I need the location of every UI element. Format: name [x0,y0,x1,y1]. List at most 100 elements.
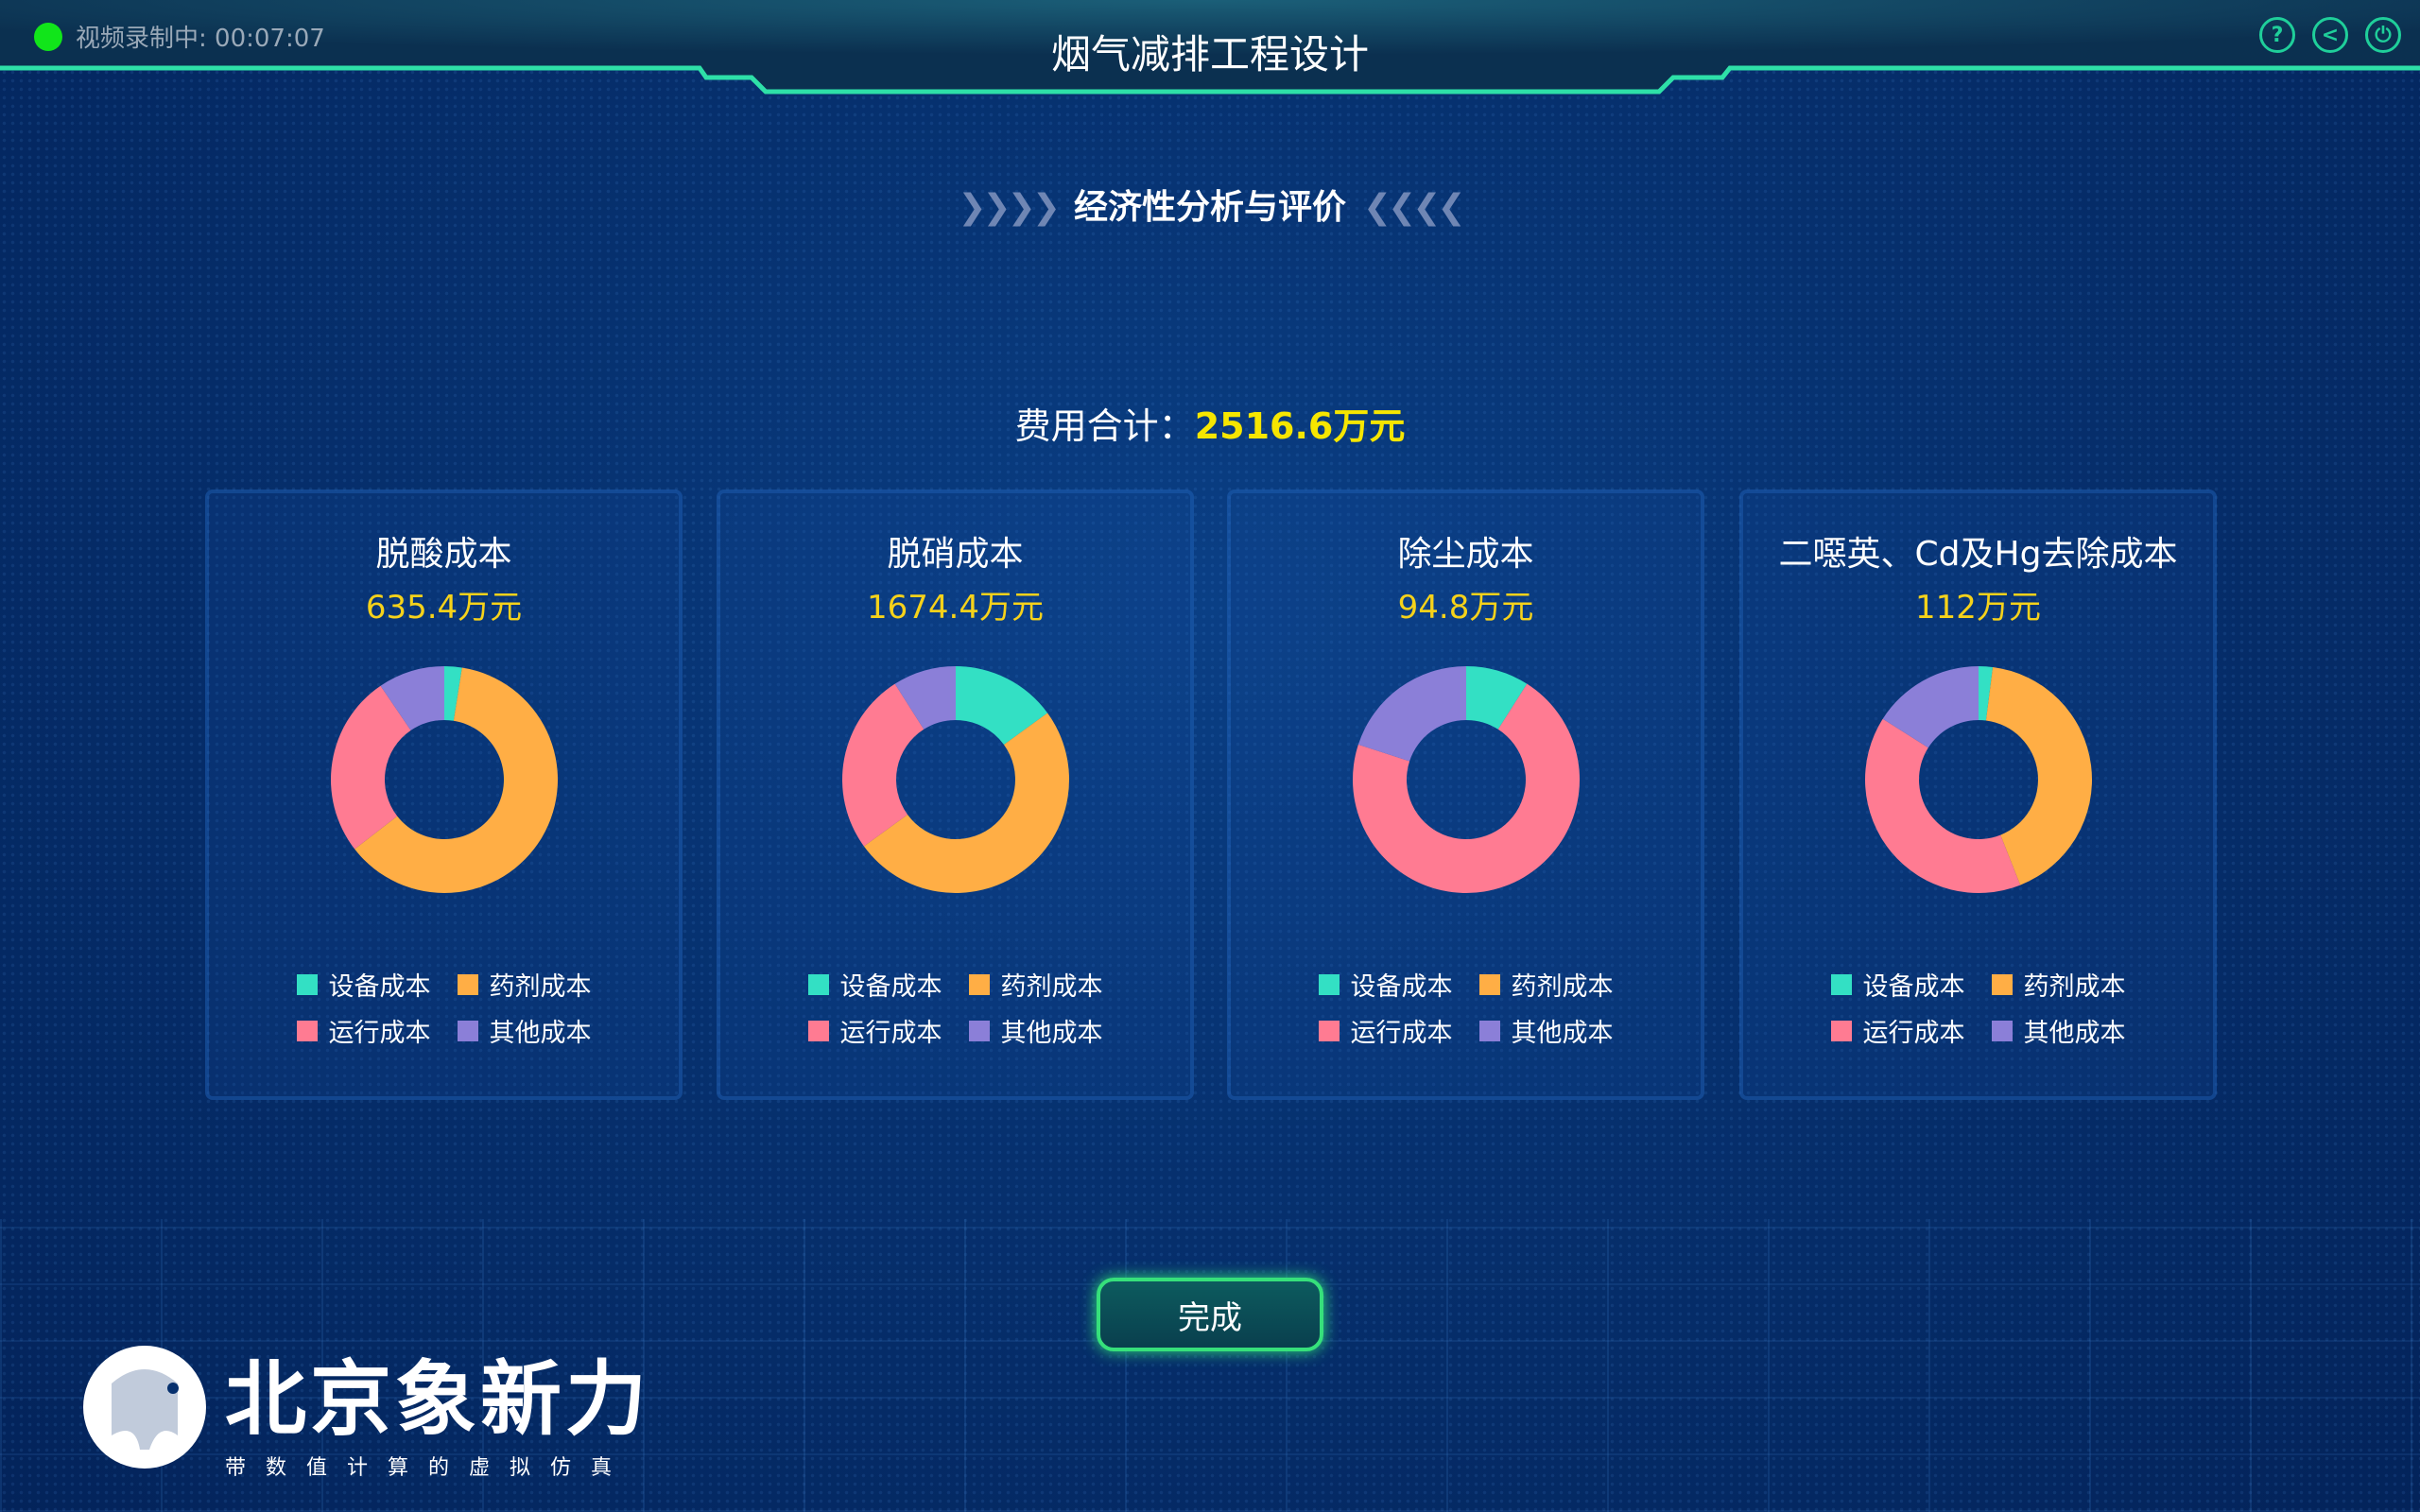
power-icon[interactable]: ⏻ [2365,17,2401,53]
donut-slice-0[interactable] [955,666,1047,745]
legend-swatch [1830,1020,1852,1041]
legend-swatch [968,973,990,995]
donut-slice-3[interactable] [1882,666,1979,748]
section-title: ❯❯❯❯ 经济性分析与评价 ❮❮❮❮ [0,180,2420,229]
panel-value: 1674.4万元 [867,589,1044,627]
legend-swatch [457,973,478,995]
panel-title: 二噁英、Cd及Hg去除成本 [1778,535,2178,574]
donut-slice-2[interactable] [1864,718,2020,893]
panel-title: 脱酸成本 [375,535,512,574]
legend-label: 药剂成本 [1511,972,1614,1002]
legend-swatch [807,973,829,995]
donut-slice-2[interactable] [330,685,411,850]
legend-label: 设备成本 [839,972,942,1002]
legend-item[interactable]: 其他成本 [457,1012,592,1049]
donut-slice-2[interactable] [1352,683,1580,893]
legend-item[interactable]: 设备成本 [1318,966,1453,1003]
recording-text: 视频录制中: 00:07:07 [76,25,325,53]
donut-chart [841,666,1069,893]
done-button[interactable]: 完成 [1097,1278,1323,1351]
total-label: 费用合计： [1014,405,1195,447]
legend-label: 药剂成本 [489,972,592,1002]
chart-legend: 设备成本 药剂成本运行成本 其他成本 [209,966,679,1049]
legend-label: 设备成本 [328,972,431,1002]
panel-title: 脱硝成本 [887,535,1024,574]
legend-item[interactable]: 其他成本 [1478,1012,1614,1049]
donut-slice-3[interactable] [894,666,956,730]
legend-item[interactable]: 药剂成本 [1478,966,1614,1003]
top-bar: 视频录制中: 00:07:07 烟气减排工程设计 ? < ⏻ [0,0,2420,94]
cost-panel: 脱酸成本 635.4万元设备成本 药剂成本运行成本 其他成本 [205,490,683,1100]
panel-value: 635.4万元 [365,589,523,627]
legend-swatch [296,1020,318,1041]
donut-chart [330,666,558,893]
help-icon[interactable]: ? [2259,17,2295,53]
legend-item[interactable]: 药剂成本 [968,966,1103,1003]
legend-label: 运行成本 [839,1019,942,1048]
recording-dot-icon [34,22,62,51]
legend-swatch [1478,1020,1500,1041]
panel-value: 94.8万元 [1397,589,1534,627]
legend-label: 运行成本 [1350,1019,1453,1048]
legend-item[interactable]: 设备成本 [1830,966,1965,1003]
chart-legend: 设备成本 药剂成本运行成本 其他成本 [1231,966,1701,1049]
legend-swatch [296,973,318,995]
legend-item[interactable]: 设备成本 [296,966,431,1003]
legend-item[interactable]: 药剂成本 [1991,966,2126,1003]
legend-swatch [1991,973,2013,995]
legend-swatch [457,1020,478,1041]
legend-swatch [1478,973,1500,995]
donut-chart [1864,666,2092,893]
donut-slice-0[interactable] [443,666,462,721]
legend-label: 其他成本 [1000,1019,1103,1048]
donut-slice-1[interactable] [354,667,558,893]
recording-indicator: 视频录制中: 00:07:07 [34,19,325,54]
legend-item[interactable]: 其他成本 [968,1012,1103,1049]
donut-slice-3[interactable] [380,666,444,730]
legend-label: 运行成本 [1862,1019,1965,1048]
legend-swatch [807,1020,829,1041]
legend-swatch [1991,1020,2013,1041]
legend-label: 设备成本 [1350,972,1453,1002]
cost-panel: 二噁英、Cd及Hg去除成本 112万元 设备成本 药剂成本 运行成本 其他成本 [1739,490,2217,1100]
donut-slice-3[interactable] [1357,666,1466,762]
chart-legend: 设备成本 药剂成本运行成本 其他成本 [720,966,1190,1049]
logo-name: 北京象新力 [225,1352,650,1447]
legend-label: 药剂成本 [2023,972,2126,1002]
legend-item[interactable]: 运行成本 [1830,1012,1965,1049]
legend-item[interactable]: 运行成本 [1318,1012,1453,1049]
panel-title: 除尘成本 [1397,535,1534,574]
legend-swatch [1318,973,1340,995]
legend-label: 其他成本 [1511,1019,1614,1048]
legend-label: 药剂成本 [1000,972,1103,1002]
legend-label: 其他成本 [2023,1019,2126,1048]
background-floor [0,1219,2420,1512]
legend-swatch [968,1020,990,1041]
legend-label: 其他成本 [489,1019,592,1048]
donut-slice-1[interactable] [1985,666,2092,885]
total-cost: 费用合计：2516.6万元 [0,397,2420,449]
total-value: 2516.6万元 [1194,405,1406,447]
donut-slice-0[interactable] [1465,666,1527,730]
elephant-logo-icon [83,1345,206,1469]
legend-label: 运行成本 [328,1019,431,1048]
section-title-text: 经济性分析与评价 [1073,188,1346,227]
logo: 北京象新力带数值计算的虚拟仿真 [83,1332,650,1481]
donut-slice-1[interactable] [863,713,1069,893]
legend-item[interactable]: 设备成本 [807,966,942,1003]
chevrons-right-icon: ❯❯❯❯ [958,188,1061,227]
donut-slice-0[interactable] [1978,666,1993,721]
legend-item[interactable]: 其他成本 [1991,1012,2126,1049]
legend-item[interactable]: 运行成本 [807,1012,942,1049]
donut-slice-2[interactable] [841,683,924,847]
back-icon[interactable]: < [2312,17,2348,53]
legend-item[interactable]: 药剂成本 [457,966,592,1003]
app-title: 烟气减排工程设计 [1050,31,1369,77]
logo-tagline: 带数值计算的虚拟仿真 [225,1456,632,1480]
chart-legend: 设备成本 药剂成本运行成本 其他成本 [1743,966,2213,1049]
chevrons-left-icon: ❮❮❮❮ [1363,188,1466,227]
cost-panel: 除尘成本 94.8万元设备成本 药剂成本运行成本 其他成本 [1227,490,1704,1100]
legend-item[interactable]: 运行成本 [296,1012,431,1049]
cost-panel: 脱硝成本 1674.4万元设备成本 药剂成本运行成本 其他成本 [717,490,1194,1100]
